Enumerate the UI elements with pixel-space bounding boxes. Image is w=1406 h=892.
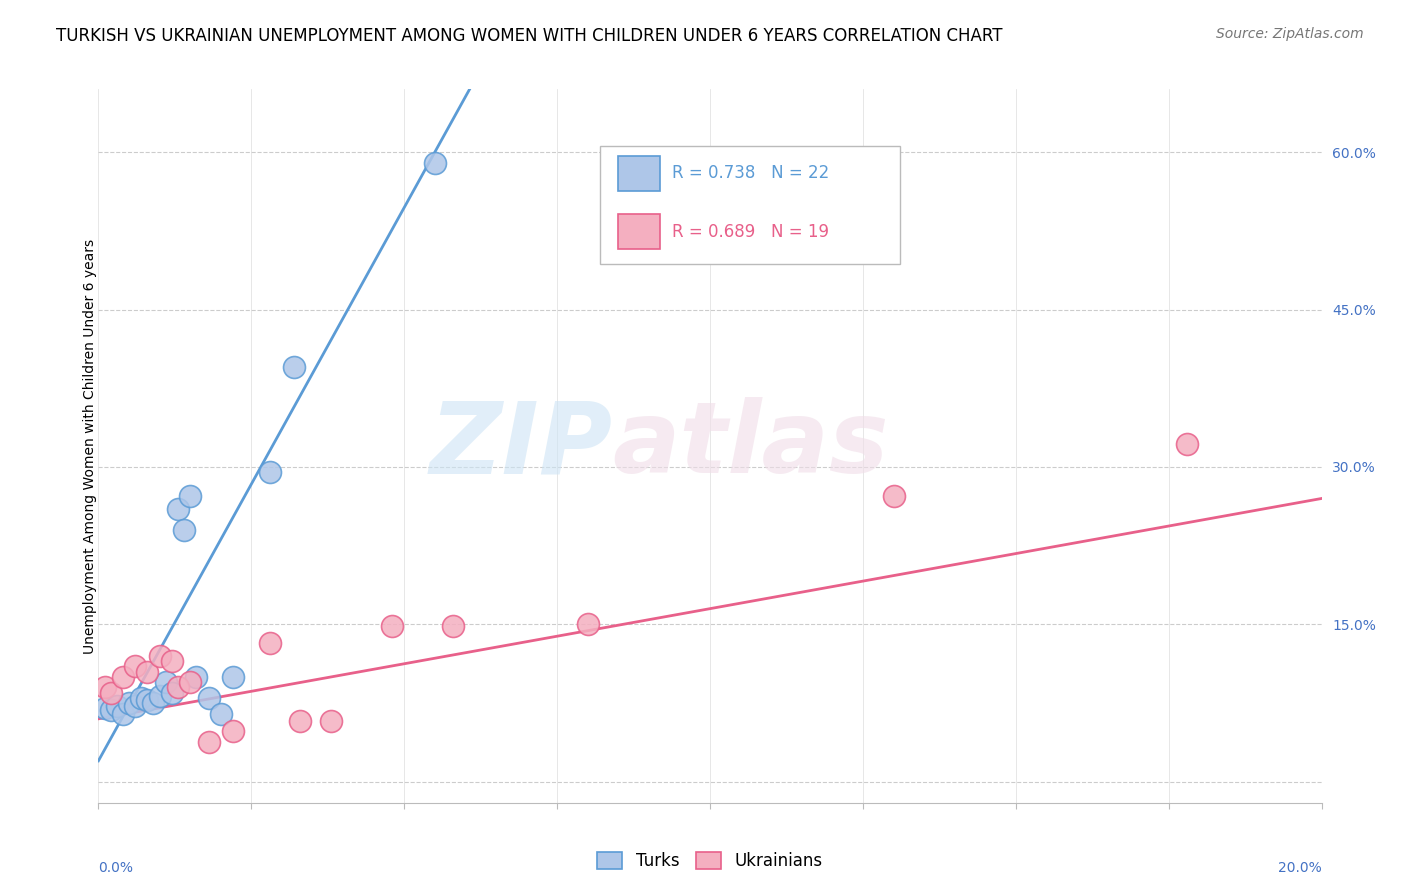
Point — [160, 685, 183, 699]
Text: 20.0%: 20.0% — [1278, 861, 1322, 874]
Point — [93, 681, 115, 695]
Point — [283, 360, 305, 375]
Point — [197, 690, 219, 705]
Point — [105, 699, 128, 714]
Point — [319, 714, 342, 728]
Point — [160, 654, 183, 668]
FancyBboxPatch shape — [619, 155, 659, 191]
Text: 0.0%: 0.0% — [98, 861, 134, 874]
Point — [197, 735, 219, 749]
Point — [1175, 437, 1198, 451]
Text: R = 0.689   N = 19: R = 0.689 N = 19 — [672, 223, 830, 241]
FancyBboxPatch shape — [600, 146, 900, 264]
Point — [209, 706, 232, 721]
Point — [100, 685, 122, 699]
Point — [179, 489, 201, 503]
Point — [222, 670, 245, 684]
Text: Source: ZipAtlas.com: Source: ZipAtlas.com — [1216, 27, 1364, 41]
Point — [423, 155, 446, 169]
Point — [883, 489, 905, 503]
Text: atlas: atlas — [612, 398, 889, 494]
Text: TURKISH VS UKRAINIAN UNEMPLOYMENT AMONG WOMEN WITH CHILDREN UNDER 6 YEARS CORREL: TURKISH VS UKRAINIAN UNEMPLOYMENT AMONG … — [56, 27, 1002, 45]
Point — [124, 699, 146, 714]
Point — [222, 724, 245, 739]
Point — [259, 465, 281, 479]
Text: R = 0.738   N = 22: R = 0.738 N = 22 — [672, 164, 830, 182]
Point — [173, 523, 195, 537]
Point — [124, 659, 146, 673]
Point — [136, 693, 159, 707]
Point — [142, 696, 165, 710]
Point — [167, 502, 190, 516]
Point — [259, 636, 281, 650]
Text: ZIP: ZIP — [429, 398, 612, 494]
Point — [381, 619, 404, 633]
Point — [179, 675, 201, 690]
Point — [576, 617, 599, 632]
Point — [441, 619, 464, 633]
Point — [111, 706, 134, 721]
Point — [149, 689, 172, 703]
Point — [290, 714, 312, 728]
Point — [93, 701, 115, 715]
Point — [129, 690, 152, 705]
Y-axis label: Unemployment Among Women with Children Under 6 years: Unemployment Among Women with Children U… — [83, 238, 97, 654]
FancyBboxPatch shape — [619, 214, 659, 249]
Point — [118, 696, 141, 710]
Point — [155, 675, 177, 690]
Legend: Turks, Ukrainians: Turks, Ukrainians — [591, 845, 830, 877]
Point — [186, 670, 208, 684]
Point — [136, 665, 159, 679]
Point — [167, 681, 190, 695]
Point — [111, 670, 134, 684]
Point — [149, 648, 172, 663]
Point — [100, 703, 122, 717]
